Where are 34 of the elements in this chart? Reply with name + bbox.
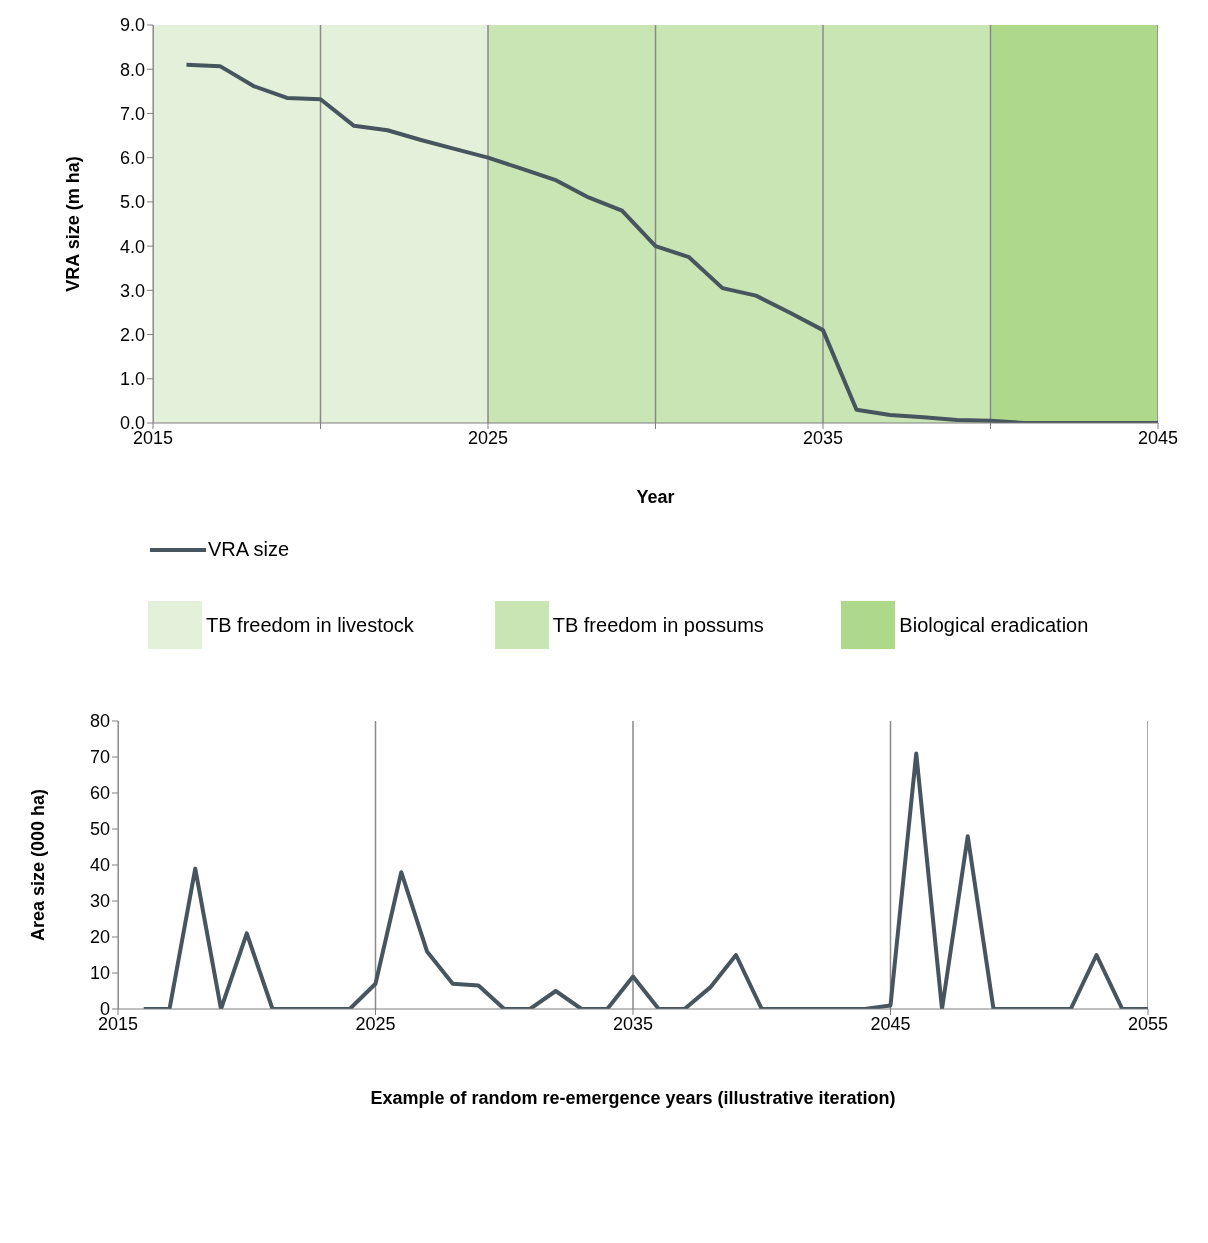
x-tick-label: 2035 [802,427,844,448]
y-tick-label: 20 [89,927,110,948]
legend-label: TB freedom in livestock [206,613,414,637]
y-tick-label: 60 [89,783,110,804]
x-axis-title: Year [636,487,675,507]
x-tick-label: 2025 [355,1013,396,1034]
y-tick-label: 5.0 [119,192,145,213]
y-tick-label: 80 [89,711,110,732]
y-tick-label: 2.0 [119,324,145,345]
y-tick-label: 40 [89,855,110,876]
x-tick-label: 2055 [1127,1013,1169,1034]
y-tick-label: 10 [89,963,110,984]
y-tick-label: 8.0 [119,59,145,80]
line-series [184,62,1158,423]
y-tick-label: 70 [89,747,110,768]
x-tick-label: 2025 [467,427,509,448]
x-tick-label: 2035 [612,1013,654,1034]
y-tick-label: 4.0 [119,236,145,257]
y-tick-label: 30 [89,891,110,912]
x-axis-title: Example of random re-emergence years (illustrative iteration) [370,1088,896,1108]
line-series [141,751,1148,1009]
y-tick-label: 9.0 [119,15,145,36]
y-tick-label: 50 [89,819,110,840]
legend-label: VRA size [208,538,290,561]
x-tick-label: 2045 [870,1013,911,1034]
x-tick-label: 2045 [1137,427,1179,448]
legend-label: TB freedom in possums [552,613,764,637]
y-tick-label: 1.0 [119,369,145,390]
y-axis-title: VRA size (m ha) [63,156,84,292]
y-tick-label: 7.0 [119,103,145,124]
y-axis-title: Area size (000 ha) [28,788,49,942]
y-tick-label: 6.0 [119,148,145,169]
y-tick-label: 3.0 [119,280,145,301]
legend-label: Biological eradication [899,613,1089,637]
